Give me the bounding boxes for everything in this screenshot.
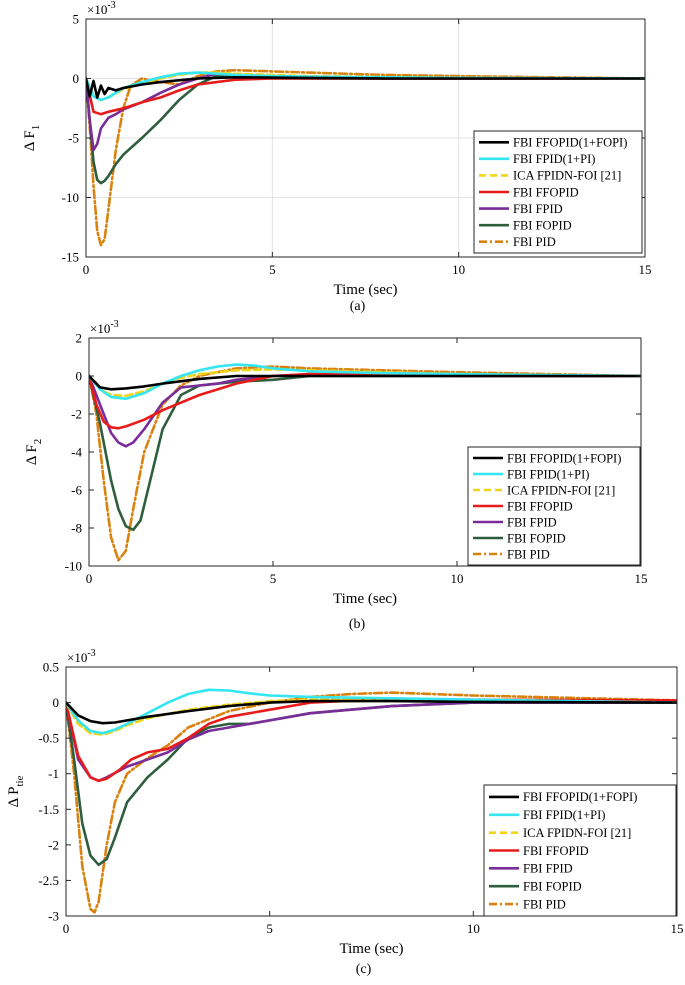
- series-line: [86, 68, 645, 247]
- x-axis-label: Time (sec): [333, 591, 397, 607]
- legend-label: FBI PID: [523, 897, 566, 911]
- chart-panel-0: 0 5 10 15 -15 -10 -5 0 5 ×10-3 Time (sec) Δ F1 (a) FB…: [22, 0, 652, 314]
- x-tick-label: 0: [63, 921, 70, 936]
- legend-label: ICA FPIDN-FOI [21]: [513, 169, 621, 183]
- panel-caption: (a): [350, 299, 366, 314]
- y-tick-label: -0.5: [38, 731, 59, 746]
- legend-label: FBI PID: [507, 547, 550, 561]
- panel-caption: (b): [349, 617, 366, 632]
- y-tick-label: -2: [71, 407, 82, 422]
- series-line: [89, 365, 641, 562]
- legend-label: FBI FOPID: [513, 218, 572, 232]
- x-tick-label: 15: [635, 571, 648, 586]
- y-tick-label: 2: [76, 331, 83, 346]
- y-tick-label: 0.5: [43, 660, 59, 675]
- legend-label: FBI FFOPID: [507, 499, 573, 513]
- y-tick-label: -4: [71, 445, 82, 460]
- legend: FBI FFOPID(1+FOPI) FBI FPID(1+PI) ICA FPID…: [483, 784, 677, 917]
- x-tick-label: 15: [639, 262, 652, 277]
- legend-label: FBI FOPID: [507, 531, 566, 545]
- y-tick-label: 0: [76, 369, 83, 384]
- legend-label: FBI FFOPID(1+FOPI): [507, 451, 621, 465]
- series-line: [66, 697, 677, 736]
- axis-exponent: ×10-3: [67, 648, 96, 665]
- legend-label: FBI FFOPID: [513, 185, 579, 199]
- x-tick-label: 15: [671, 921, 684, 936]
- y-tick-label: -3: [48, 909, 59, 924]
- y-tick-label: -10: [62, 190, 79, 205]
- series-line: [66, 688, 677, 735]
- x-tick-label: 5: [266, 921, 273, 936]
- legend-label: ICA FPIDN-FOI [21]: [507, 483, 615, 497]
- axis-exponent: ×10-3: [90, 319, 119, 336]
- series-group: [86, 68, 645, 247]
- legend-label: FBI FFOPID(1+FOPI): [513, 136, 627, 150]
- legend: FBI FFOPID(1+FOPI) FBI FPID(1+PI) ICA FPID…: [467, 446, 641, 566]
- legend-label: FBI FFOPID(1+FOPI): [523, 790, 637, 804]
- legend-label: FBI FPID(1+PI): [523, 808, 605, 822]
- y-tick-label: -1.5: [38, 802, 59, 817]
- legend-label: ICA FPIDN-FOI [21]: [523, 826, 631, 840]
- y-tick-label: -6: [71, 483, 82, 498]
- y-axis-label-sub: tie: [14, 775, 26, 786]
- y-axis-label: Δ Ptie: [6, 775, 26, 807]
- panel-caption: (c): [356, 962, 372, 977]
- series-line: [89, 363, 641, 401]
- y-axis-label: Δ F1: [22, 125, 42, 151]
- legend-label: FBI PID: [513, 235, 556, 249]
- y-tick-label: 0: [73, 71, 80, 86]
- axis-exponent-power: -3: [110, 319, 118, 330]
- series-line: [66, 699, 677, 725]
- legend-label: FBI FFOPID: [523, 844, 589, 858]
- y-tick-label: -1: [48, 766, 59, 781]
- x-axis-label: Time (sec): [333, 282, 397, 298]
- x-axis-label: Time (sec): [339, 941, 403, 957]
- axes-box: [65, 666, 678, 917]
- y-tick-label: -15: [62, 250, 79, 265]
- y-tick-label: -2.5: [38, 873, 59, 888]
- y-axis-label-sub: 1: [30, 125, 42, 131]
- series-line: [86, 76, 645, 99]
- x-tick-label: 0: [86, 571, 93, 586]
- y-axis-label-sub: 2: [32, 439, 44, 445]
- legend-label: FBI FOPID: [523, 880, 582, 894]
- x-tick-label: 10: [451, 571, 464, 586]
- y-tick-label: -5: [68, 131, 79, 146]
- y-tick-label: 5: [73, 12, 80, 27]
- chart-panel-1: 0 5 10 15 -10 -8 -6 -4 -2 0 2 ×10-3 Time (sec) Δ F2 (b…: [24, 319, 648, 632]
- y-tick-label: 0: [53, 695, 60, 710]
- y-axis-label: Δ F2: [24, 439, 44, 465]
- axis-exponent-power: -3: [87, 648, 95, 659]
- legend-label: FBI FPID: [523, 862, 573, 876]
- y-tick-label: -2: [48, 837, 59, 852]
- y-tick-label: -8: [71, 521, 82, 536]
- axis-exponent-power: -3: [107, 0, 115, 11]
- x-tick-label: 5: [269, 262, 276, 277]
- series-group: [89, 363, 641, 562]
- series-line: [66, 691, 677, 914]
- series-line: [86, 71, 645, 102]
- y-tick-label: -10: [65, 559, 82, 574]
- legend-label: FBI FPID(1+PI): [513, 152, 595, 166]
- legend-label: FBI FPID: [507, 515, 557, 529]
- x-tick-label: 10: [467, 921, 480, 936]
- series-line: [89, 374, 641, 391]
- legend-label: FBI FPID: [513, 202, 563, 216]
- chart-panel-2: 0 5 10 15 -3 -2.5 -2 -1.5 -1 -0.5 0 0.5 ×10-3 Time (s…: [6, 648, 684, 977]
- legend-label: FBI FPID(1+PI): [507, 467, 589, 481]
- axis-exponent: ×10-3: [87, 0, 116, 17]
- x-tick-label: 5: [270, 571, 277, 586]
- legend: FBI FFOPID(1+FOPI) FBI FPID(1+PI) ICA FPID…: [473, 130, 643, 254]
- series-group: [66, 688, 677, 914]
- x-tick-label: 0: [83, 262, 90, 277]
- x-tick-label: 10: [452, 262, 465, 277]
